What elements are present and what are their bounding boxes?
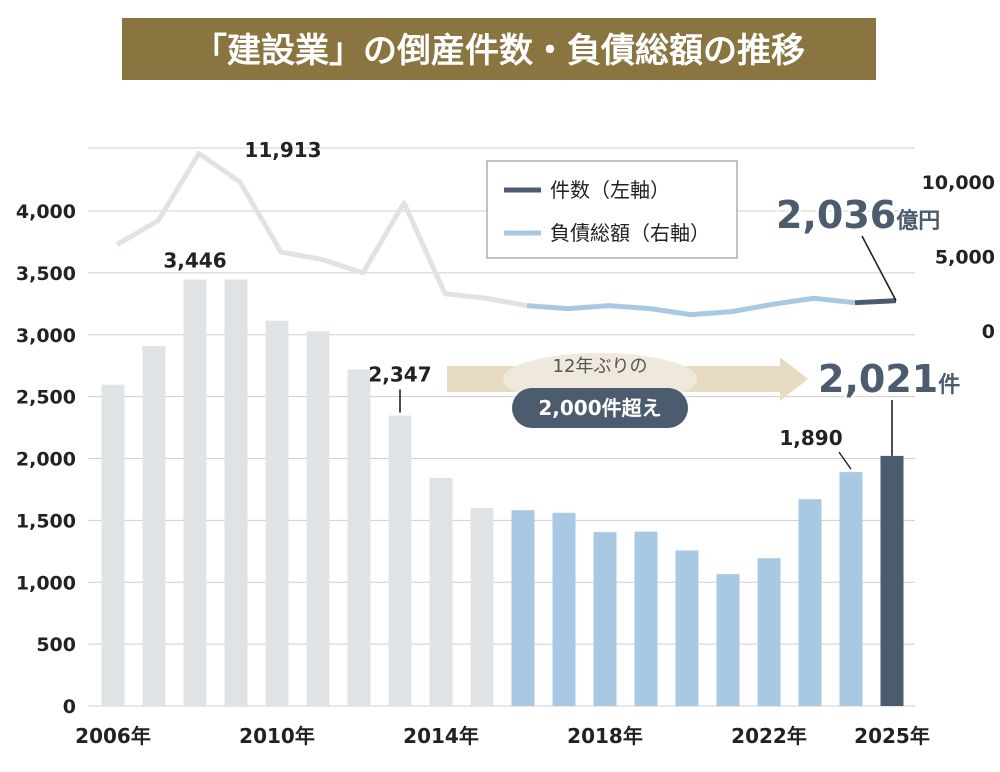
x-tick-label: 2025年	[854, 724, 930, 748]
bar-2006	[101, 384, 125, 706]
chart-title: 「建設業」の倒産件数・負債総額の推移	[193, 31, 805, 71]
annotation-12-years: 12年ぶりの 2,000件超え	[447, 353, 808, 428]
annotation-top-text: 12年ぶりの	[553, 356, 648, 377]
data-label-2008-debt: 11,913	[244, 138, 321, 162]
left-tick-label: 3,500	[16, 263, 76, 285]
annotation-pill-text: 2,000件超え	[538, 396, 661, 420]
callout-debt-unit: 億円	[896, 208, 940, 234]
x-tick-label: 2006年	[75, 724, 151, 748]
left-axis-ticks: 0 500 1,000 1,500 2,000 2,500 3,000 3,500 4,000	[16, 201, 76, 718]
bar-2009	[224, 279, 248, 706]
leader-2024	[838, 451, 852, 470]
bar-2012	[347, 369, 371, 706]
data-label-2013-count: 2,347	[368, 363, 431, 387]
right-tick-label: 0	[982, 321, 995, 343]
bar-2008	[183, 279, 207, 706]
right-tick-label: 5,000	[935, 247, 995, 269]
bar-2011	[306, 331, 330, 706]
title-banner	[122, 18, 876, 80]
bar-2021	[716, 574, 740, 706]
callout-count-unit: 件	[938, 373, 960, 398]
x-axis-ticks: 2006年 2010年 2014年 2018年 2022年 2025年	[75, 724, 930, 748]
bar-2017	[552, 512, 576, 706]
x-tick-label: 2010年	[239, 724, 315, 748]
bar-2019	[634, 531, 658, 706]
data-label-2024-count: 1,890	[779, 426, 842, 450]
left-tick-label: 1,000	[16, 572, 76, 594]
bar-2013	[388, 415, 412, 706]
callout-count-number: 2,021	[818, 357, 938, 401]
legend-box	[486, 160, 738, 259]
left-tick-label: 0	[63, 696, 76, 718]
line-series-debt	[115, 150, 897, 318]
right-axis-ticks: 0 5,000 10,000	[922, 172, 995, 343]
data-labels: 3,446 11,913 2,347 1,890	[163, 138, 897, 470]
bar-2022	[757, 558, 781, 706]
debt-line-recent	[526, 295, 856, 318]
left-tick-label: 3,000	[16, 325, 76, 347]
x-tick-label: 2018年	[567, 724, 643, 748]
bar-2016	[511, 510, 535, 706]
left-tick-label: 2,000	[16, 449, 76, 471]
debt-line-latest	[854, 298, 897, 306]
bar-2024	[839, 472, 863, 706]
left-tick-label: 2,500	[16, 387, 76, 409]
left-tick-label: 1,500	[16, 510, 76, 532]
bar-2007	[142, 346, 166, 706]
callout-count: 2,021件	[816, 355, 963, 404]
x-tick-label: 2014年	[403, 724, 479, 748]
annotation-pill	[512, 388, 688, 428]
bar-2023	[798, 499, 822, 706]
legend: 件数（左軸） 負債総額（右軸）	[486, 160, 738, 259]
bar-2015	[470, 508, 494, 706]
right-tick-label: 10,000	[922, 172, 995, 194]
callout-debt-number: 2,036	[776, 193, 896, 237]
callout-count-text: 2,021件	[818, 357, 960, 401]
bar-2020	[675, 550, 699, 706]
left-tick-label: 4,000	[16, 201, 76, 223]
debt-line-past	[115, 150, 528, 309]
left-tick-label: 500	[36, 634, 76, 656]
callout-debt-text: 2,036億円	[776, 193, 940, 237]
leader-2025-debt	[861, 235, 897, 302]
bar-2014	[429, 477, 453, 706]
bar-2025	[880, 455, 904, 706]
legend-label-count: 件数（左軸）	[550, 178, 670, 202]
x-tick-label: 2022年	[731, 724, 807, 748]
callout-debt: 2,036億円	[774, 191, 943, 240]
bar-2010	[265, 320, 289, 706]
bar-2018	[593, 532, 617, 706]
bar-series-count	[101, 279, 904, 706]
legend-label-debt: 負債総額（右軸）	[550, 221, 710, 245]
data-label-2008-count: 3,446	[163, 249, 226, 273]
